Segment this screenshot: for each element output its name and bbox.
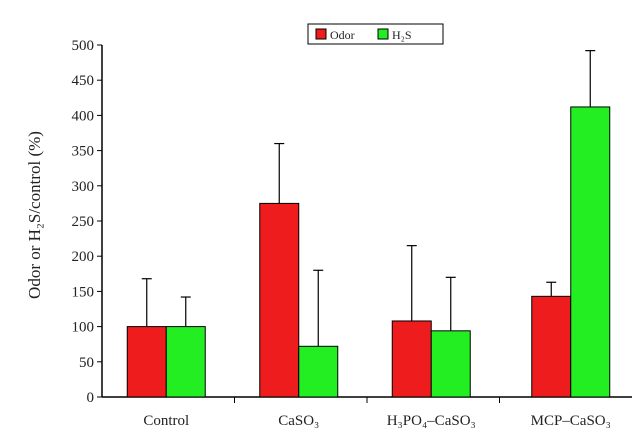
bar-h2s <box>165 326 206 398</box>
legend-frame <box>307 23 444 45</box>
bar-h2s <box>570 106 611 398</box>
error-bars <box>141 50 596 347</box>
x-tick-labels: Control CaSO₃ H₃PO₄–CaSO₃ MCP–CaSO₃ <box>143 413 611 429</box>
x-tick-label: MCP–CaSO₃ <box>531 413 611 429</box>
bars <box>126 106 611 398</box>
legend-label: Odor <box>330 28 355 42</box>
bar-h2s <box>430 330 471 398</box>
y-axis-label: Odor or H₂S/control (%) <box>25 131 44 299</box>
y-tick-label: 350 <box>72 144 95 160</box>
y-tick-label: 200 <box>72 249 95 265</box>
bar-h2s <box>298 345 339 398</box>
legend-swatch <box>315 28 327 40</box>
x-tick-label: Control <box>143 413 189 429</box>
y-tick-label: 450 <box>72 73 95 89</box>
y-tick-label: 50 <box>79 355 94 371</box>
y-tick-label: 400 <box>72 108 95 124</box>
legend: Odor H₂S <box>307 23 444 45</box>
x-tick-label: CaSO₃ <box>278 413 319 429</box>
y-tick-label: 500 <box>72 38 95 54</box>
y-tick-label: 300 <box>72 179 95 195</box>
bar-odor <box>259 202 300 398</box>
y-tick-label: 250 <box>72 214 95 230</box>
bar-odor <box>391 320 432 398</box>
y-tick-label: 100 <box>72 320 95 336</box>
bar-odor <box>531 295 572 398</box>
y-tick-label: 150 <box>72 284 95 300</box>
legend-swatch <box>377 28 389 40</box>
x-tick-label: H₃PO₄–CaSO₃ <box>387 413 476 429</box>
y-tick-label: 0 <box>87 390 95 406</box>
legend-label: H₂S <box>392 28 412 42</box>
y-tick-labels: 0 50 100 150 200 250 300 350 400 450 500 <box>72 38 95 406</box>
bar-odor <box>126 326 167 398</box>
